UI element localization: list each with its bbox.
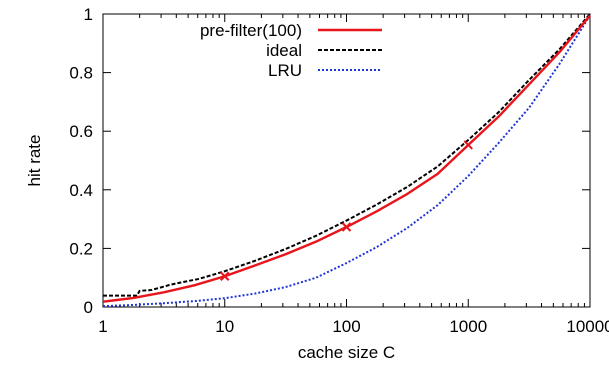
y-tick-label: 0.6 (69, 122, 93, 141)
y-axis-label: hit rate (25, 135, 44, 187)
data-point-marker (341, 222, 352, 232)
series-layer (102, 13, 591, 308)
data-point-marker (220, 271, 230, 281)
legend-label: LRU (268, 61, 302, 80)
data-point-marker (463, 140, 473, 150)
series-line-lru (102, 14, 591, 308)
x-tick-label: 1000 (449, 317, 487, 336)
legend-label: pre-filter(100) (200, 21, 302, 40)
x-tick-label: 1 (98, 317, 107, 336)
x-tick-label: 10000 (566, 317, 609, 336)
y-tick-label: 0 (84, 298, 93, 317)
y-tick-label: 0.4 (69, 181, 93, 200)
axis-ticks: 1 10 100 1000 10000 0 0.2 0.4 0.6 0.8 1 (69, 5, 609, 336)
y-tick-label: 1 (84, 5, 93, 24)
y-tick-label: 0.2 (69, 239, 93, 258)
series-line-ideal (103, 13, 591, 297)
x-tick-label: 10 (215, 317, 234, 336)
x-tick-label: 100 (332, 317, 360, 336)
legend-label: ideal (266, 41, 302, 60)
x-axis-label: cache size C (298, 343, 395, 362)
y-tick-label: 0.8 (69, 64, 93, 83)
series-line-pre-filter-100- (102, 14, 591, 303)
